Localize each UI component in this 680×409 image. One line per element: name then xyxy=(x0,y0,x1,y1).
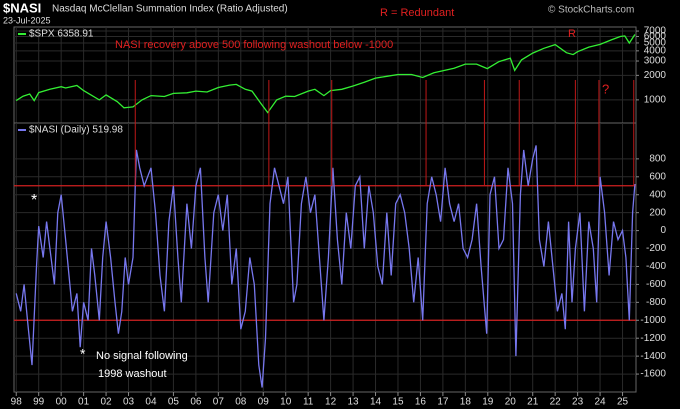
x-tick-label: 15 xyxy=(392,397,404,408)
x-tick-label: 03 xyxy=(123,397,135,408)
y-tick-label: -800 xyxy=(646,297,666,308)
date: 23-Jul-2025 xyxy=(3,15,51,25)
x-tick-label: 04 xyxy=(145,397,157,408)
x-tick-label: 07 xyxy=(213,397,225,408)
x-tick-label: 18 xyxy=(460,397,472,408)
y-tick-label: 3000 xyxy=(644,56,667,67)
y-tick-label: 400 xyxy=(649,189,666,200)
x-tick-label: 08 xyxy=(235,397,247,408)
annotation: NASI recovery above 500 following washou… xyxy=(115,39,393,51)
x-tick-label: 00 xyxy=(56,397,68,408)
y-tick-label: 600 xyxy=(649,171,666,182)
x-tick-label: 05 xyxy=(168,397,180,408)
y-tick-label: 0 xyxy=(660,225,666,236)
x-tick-label: 16 xyxy=(415,397,427,408)
x-tick-label: 14 xyxy=(370,397,382,408)
legend-label: $SPX 6358.91 xyxy=(29,29,94,40)
x-tick-label: 13 xyxy=(348,397,360,408)
y-tick-label: 1000 xyxy=(644,95,667,106)
x-tick-label: 24 xyxy=(595,397,607,408)
annotation: ? xyxy=(602,81,609,96)
x-tick-label: 12 xyxy=(325,397,337,408)
series-line xyxy=(15,34,636,114)
note: R = Redundant xyxy=(380,7,454,19)
y-tick-label: 4000 xyxy=(644,45,667,56)
y-tick-label: 6000 xyxy=(644,31,667,42)
x-tick-label: 01 xyxy=(78,397,90,408)
x-tick-label: 17 xyxy=(437,397,449,408)
y-tick-label: 2000 xyxy=(644,70,667,81)
y-tick-label: -200 xyxy=(646,243,666,254)
annotation: * xyxy=(31,192,37,209)
x-tick-label: 06 xyxy=(190,397,202,408)
x-tick-label: 20 xyxy=(505,397,517,408)
panel-frame xyxy=(13,122,637,393)
y-tick-label: -1200 xyxy=(640,333,666,344)
x-tick-label: 02 xyxy=(101,397,113,408)
x-tick-label: 22 xyxy=(550,397,562,408)
y-tick-label: -600 xyxy=(646,279,666,290)
y-tick-label: -400 xyxy=(646,261,666,272)
y-tick-label: 5000 xyxy=(644,38,667,49)
series-line xyxy=(15,145,636,388)
y-tick-label: -1400 xyxy=(640,351,666,362)
annotation: * xyxy=(80,346,86,362)
x-tick-label: 09 xyxy=(258,397,270,408)
y-tick-label: -1000 xyxy=(640,315,666,326)
chart-title: Nasdaq McClellan Summation Index (Ratio … xyxy=(52,4,288,15)
annotation: 1998 washout xyxy=(98,368,167,380)
annotation: R xyxy=(568,28,576,40)
y-tick-label: 7000 xyxy=(644,26,667,37)
x-tick-label: 19 xyxy=(482,397,494,408)
y-tick-label: 800 xyxy=(649,154,666,165)
annotation: No signal following xyxy=(96,350,188,362)
y-tick-label: 200 xyxy=(649,207,666,218)
x-tick-label: 10 xyxy=(280,397,292,408)
x-tick-label: 98 xyxy=(11,397,23,408)
legend-label: $NASI (Daily) 519.98 xyxy=(29,125,123,136)
x-tick-label: 21 xyxy=(527,397,539,408)
x-tick-label: 25 xyxy=(617,397,629,408)
x-tick-label: 99 xyxy=(33,397,45,408)
copyright: © StockCharts.com xyxy=(548,5,634,16)
x-tick-label: 23 xyxy=(572,397,584,408)
symbol: $NASI xyxy=(3,0,41,15)
y-tick-label: -1600 xyxy=(640,369,666,380)
x-tick-label: 11 xyxy=(303,397,314,408)
